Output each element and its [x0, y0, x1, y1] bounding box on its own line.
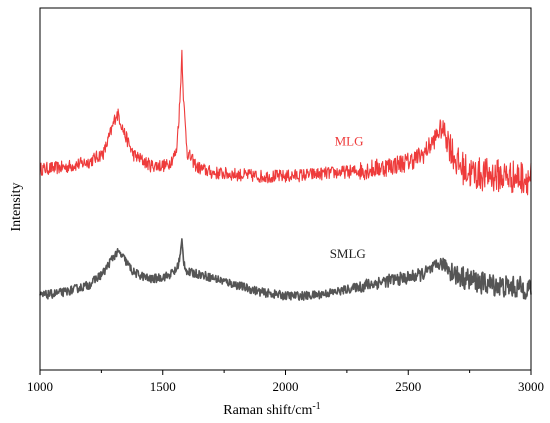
series-layer [39, 49, 532, 301]
x-tick-label: 1000 [27, 379, 53, 394]
plot-frame [39, 7, 532, 371]
annotation-smlg: SMLG [330, 246, 366, 261]
x-tick-label: 1500 [150, 379, 176, 394]
x-axis-ticks: 1000 1500 2000 2500 3000 [27, 370, 544, 394]
x-tick-label: 2500 [395, 379, 421, 394]
x-axis-label: Raman shift/cm-1 [223, 401, 320, 418]
annotations: MLG SMLG [330, 134, 366, 261]
y-axis-label: Intensity [9, 183, 24, 232]
x-tick-label: 3000 [518, 379, 544, 394]
series-line-smlg [39, 238, 532, 301]
annotation-mlg: MLG [335, 134, 364, 149]
x-tick-label: 2000 [273, 379, 299, 394]
series-line-mlg [39, 49, 532, 196]
